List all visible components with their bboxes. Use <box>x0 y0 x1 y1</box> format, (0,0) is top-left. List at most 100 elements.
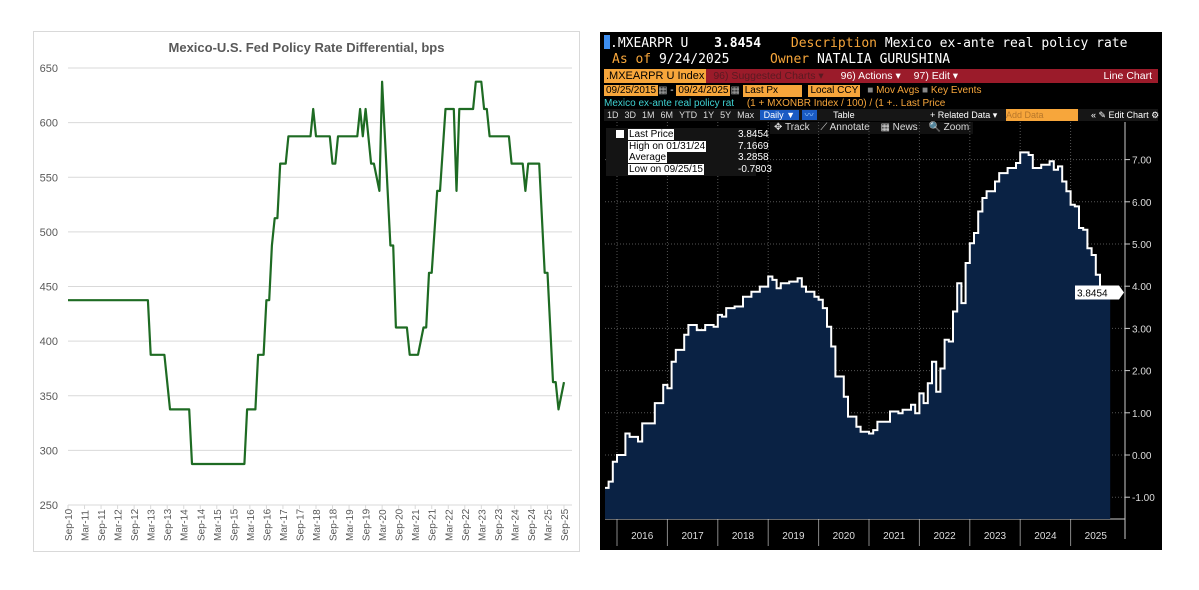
y-tick-label: 600 <box>40 118 58 130</box>
x-tick-label: Sep-22 <box>461 508 472 541</box>
x-tick-label: Mar-17 <box>279 509 290 541</box>
x-tick-label: Sep-18 <box>329 508 340 541</box>
checkbox-key-events[interactable]: ■ <box>922 85 929 96</box>
zoom-tool[interactable]: 🔍 Zoom <box>928 122 970 133</box>
x-tick-label: Mar-20 <box>378 509 389 541</box>
x-tick-label: Mar-12 <box>114 509 125 541</box>
annotate-tool[interactable]: ⟋ Annotate <box>820 122 870 133</box>
y-tick-label: 450 <box>40 282 58 294</box>
x-tick-label: Mar-22 <box>444 509 455 541</box>
x-tick-label: Sep-19 <box>362 508 373 541</box>
period-1d[interactable]: 1D <box>607 110 619 120</box>
last-price-label: 3.8454 <box>1077 289 1108 300</box>
currency-select[interactable]: Local CCY <box>808 85 861 97</box>
bloomberg-chart-panel: .MXEARPR U 3.8454 Description Mexico ex-… <box>600 32 1162 550</box>
y-tick-label: 650 <box>40 63 58 75</box>
x-tick-label: 2023 <box>984 531 1007 542</box>
x-tick-label: Sep-25 <box>560 508 571 541</box>
period-ytd[interactable]: YTD <box>679 110 698 120</box>
checkbox-mov-avgs[interactable]: ■ <box>867 85 874 96</box>
y-tick-label: 1.00 <box>1132 409 1152 420</box>
y-tick-label: 2.00 <box>1132 367 1152 378</box>
x-tick-label: Mar-16 <box>246 509 257 541</box>
ticker: .MXEARPR U <box>610 36 689 51</box>
x-tick-label: Sep-17 <box>295 508 306 541</box>
period-buttons: 1D 3D 1M 6M YTD 1Y 5Y Max <box>604 110 757 120</box>
track-tool[interactable]: ✥ Track <box>774 122 810 133</box>
menu-bar: .MXEARPR U Index 96) Suggested Charts ▾ … <box>604 69 1158 83</box>
last-value: 3.8454 <box>714 36 762 51</box>
period-5y[interactable]: 5Y <box>720 110 732 120</box>
add-data-input[interactable]: Add Data <box>1006 109 1078 121</box>
y-tick-label: 4.00 <box>1132 282 1152 293</box>
edit-button[interactable]: 97) Edit ▾ <box>913 70 959 82</box>
date-row: 09/25/2015 ▦ - 09/24/2025 ▦ Last Px Local … <box>604 85 982 97</box>
period-1m[interactable]: 1M <box>642 110 655 120</box>
x-tick-label: Mar-23 <box>477 509 488 541</box>
period-1y[interactable]: 1Y <box>703 110 715 120</box>
start-date-input[interactable]: 09/25/2015 <box>604 85 659 96</box>
x-tick-label: Sep-20 <box>395 508 406 541</box>
x-tick-label: Sep-24 <box>527 508 538 541</box>
y-tick-label: -1.00 <box>1132 493 1155 504</box>
suggested-charts-button[interactable]: 96) Suggested Charts ▾ <box>713 70 824 82</box>
x-tick-label: Mar-24 <box>510 509 521 541</box>
key-events-label[interactable]: Key Events <box>930 85 982 96</box>
description: Mexico ex-ante real policy rate <box>884 36 1128 51</box>
y-tick-label: 7.00 <box>1132 156 1152 167</box>
y-tick-label: 400 <box>40 336 58 348</box>
y-tick-label: 500 <box>40 227 58 239</box>
x-tick-label: Sep-23 <box>494 508 505 541</box>
x-tick-label: 2016 <box>631 531 654 542</box>
x-tick-label: Sep-15 <box>229 508 240 541</box>
y-tick-label: 0.00 <box>1132 451 1152 462</box>
legend-high: High on 01/31/24 7.1669 <box>628 141 769 152</box>
y-tick-label: 6.00 <box>1132 198 1152 209</box>
left-chart-panel: Mexico-U.S. Fed Policy Rate Differential… <box>33 31 580 552</box>
as-of-row: As of 9/24/2025 <box>612 52 729 67</box>
x-tick-label: 2025 <box>1085 531 1108 542</box>
x-tick-label: Mar-11 <box>81 510 92 541</box>
legend-low: Low on 09/25/15 -0.7803 <box>628 164 772 175</box>
x-tick-label: 2018 <box>732 531 755 542</box>
frequency-select[interactable]: Daily ▼ <box>759 110 800 120</box>
x-tick-label: Sep-14 <box>196 508 207 541</box>
mov-avgs-label[interactable]: Mov Avgs <box>876 85 920 96</box>
left-chart-plot: 250 300 350 400 450 500 550 600 650 Sep-10 Mar-11 S… <box>40 63 572 541</box>
x-tick-label: Mar-14 <box>180 509 191 541</box>
period-max[interactable]: Max <box>737 110 755 120</box>
calendar-icon[interactable]: ▦ <box>730 85 740 96</box>
series-line <box>605 151 1111 489</box>
chart-title: Mexico-U.S. Fed Policy Rate Differential… <box>168 40 445 55</box>
chart-tools: ✥ Track ⟋ Annotate ▦ News 🔍 Zoom <box>770 122 974 134</box>
news-tool[interactable]: ▦ News <box>880 122 918 133</box>
y-tick-label: 350 <box>40 391 58 403</box>
bloomberg-chart-plot: -1.00 0.00 1.00 2.00 3.00 4.00 5.00 6.00 7.00 201… <box>605 122 1155 546</box>
legend-average: Average 3.2858 <box>628 152 769 163</box>
x-tick-label: Sep-16 <box>262 508 273 541</box>
chart-style-icon[interactable]: 〰 <box>801 110 817 120</box>
period-3d[interactable]: 3D <box>624 110 637 120</box>
period-6m[interactable]: 6M <box>660 110 674 120</box>
table-button[interactable]: Table <box>833 110 855 120</box>
security-field[interactable]: .MXEARPR U Index <box>604 69 707 83</box>
description-label: Description <box>790 36 877 51</box>
edit-chart-button[interactable]: « ✎ Edit Chart ⚙ <box>1091 110 1160 120</box>
last-price-marker <box>1075 285 1124 300</box>
owner-row: Owner NATALIA GURUSHINA <box>770 52 950 67</box>
actions-button[interactable]: 96) Actions ▾ <box>840 70 901 82</box>
x-tick-label: Sep-10 <box>64 508 75 541</box>
y-tick-label: 3.00 <box>1132 324 1152 335</box>
related-data-button[interactable]: + Related Data ▾ <box>930 110 998 120</box>
ticker-marker <box>604 35 610 49</box>
y-tick-label: 250 <box>40 500 58 512</box>
y-tick-label: 5.00 <box>1132 240 1152 251</box>
calendar-icon[interactable]: ▦ <box>658 85 668 96</box>
end-date-input[interactable]: 09/24/2025 <box>676 85 731 96</box>
owner-label: Owner <box>770 52 810 67</box>
x-tick-label: Mar-13 <box>147 509 158 541</box>
x-tick-label: Mar-21 <box>411 509 422 541</box>
field-select[interactable]: Last Px <box>742 85 802 97</box>
x-tick-label: 2020 <box>833 531 856 542</box>
legend-last-price: Last Price 3.8454 <box>628 129 769 140</box>
